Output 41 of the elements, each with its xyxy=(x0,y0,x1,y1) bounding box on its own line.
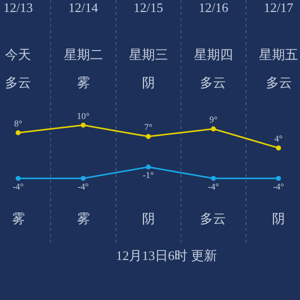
data-label: -1° xyxy=(142,170,154,180)
text: 雾 xyxy=(77,75,90,90)
x-tick-label: 12/15 xyxy=(133,0,164,16)
text: 多云 xyxy=(5,75,31,90)
point xyxy=(16,130,21,136)
point xyxy=(146,164,151,170)
point xyxy=(80,122,86,128)
point xyxy=(16,176,21,181)
text: 阴 xyxy=(142,211,155,226)
x-tick-label: 12/16 xyxy=(198,0,229,16)
data-label: -4° xyxy=(272,181,284,192)
text: 星期五 xyxy=(259,47,298,62)
text: 星期四 xyxy=(194,47,233,62)
data-label: 9° xyxy=(209,114,218,125)
text: 阴 xyxy=(142,75,155,90)
text: 雾 xyxy=(12,211,25,226)
text: 多云 xyxy=(266,75,292,90)
data-label: 4° xyxy=(274,134,283,144)
data-label: 7° xyxy=(144,122,153,132)
point xyxy=(210,126,216,132)
point xyxy=(276,176,281,181)
text: 多云 xyxy=(200,211,226,226)
point xyxy=(80,176,86,181)
text: 星期二 xyxy=(64,47,103,62)
text: 12月13日6时 更新 xyxy=(116,248,217,263)
point xyxy=(210,176,216,181)
text: 阴 xyxy=(272,211,285,226)
data-label: -4° xyxy=(12,181,24,192)
text: 多云 xyxy=(200,75,226,90)
text: 今天 xyxy=(5,47,31,62)
text: 雾 xyxy=(77,211,90,226)
x-tick-label: 12/13 xyxy=(3,0,33,16)
data-label: -4° xyxy=(208,181,220,192)
x-tick-label: 12/14 xyxy=(68,0,99,16)
x-tick-label: 12/17 xyxy=(264,0,294,16)
point xyxy=(276,145,281,150)
data-label: 8° xyxy=(14,118,23,128)
data-label: 10° xyxy=(76,110,90,121)
data-label: -4° xyxy=(78,181,90,192)
point xyxy=(146,134,151,140)
text: 星期三 xyxy=(129,47,168,62)
